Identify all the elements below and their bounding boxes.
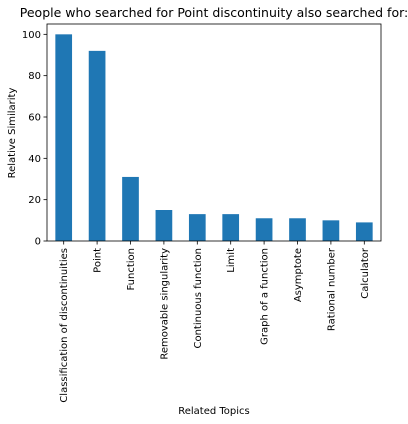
bar-4 [188,214,206,241]
y-tick-label-2: 40 [28,154,41,165]
x-axis: Classification of discontinuities Point Fu… [59,241,371,403]
bars [55,34,373,242]
bar-0 [55,34,73,242]
x-tick-label-7: Asymptote [293,248,304,302]
bar-6 [255,218,273,241]
y-tick-label-5: 100 [22,30,41,41]
x-tick-label-0: Classification of discontinuities [59,248,70,403]
plot-frame [46,23,382,242]
chart-title: People who searched for Point discontinu… [20,5,408,20]
x-tick-label-3: Removable singularity [159,248,170,360]
x-tick-label-4: Continuous function [193,248,204,349]
x-axis-label: Related Topics [178,406,250,417]
x-tick-label-9: Calculator [360,247,371,299]
y-tick-label-4: 80 [28,71,41,82]
bar-5 [222,214,240,241]
x-tick-label-2: Function [126,248,137,291]
bar-8 [322,220,340,241]
x-tick-label-5: Limit [226,248,237,273]
bar-1 [88,50,106,241]
bar-2 [122,176,139,241]
bar-3 [155,210,173,241]
y-tick-label-3: 60 [28,113,41,124]
y-axis: 0 20 40 60 80 100 [22,30,47,248]
y-tick-label-1: 20 [28,195,41,206]
x-tick-label-1: Point [93,248,104,273]
y-axis-label: Relative Similarity [7,88,18,179]
x-tick-label-6: Graph of a function [260,248,271,345]
y-tick-label-0: 0 [35,237,41,248]
x-tick-label-8: Rational number [326,247,337,331]
bar-7 [289,218,306,241]
bar-9 [355,222,373,241]
